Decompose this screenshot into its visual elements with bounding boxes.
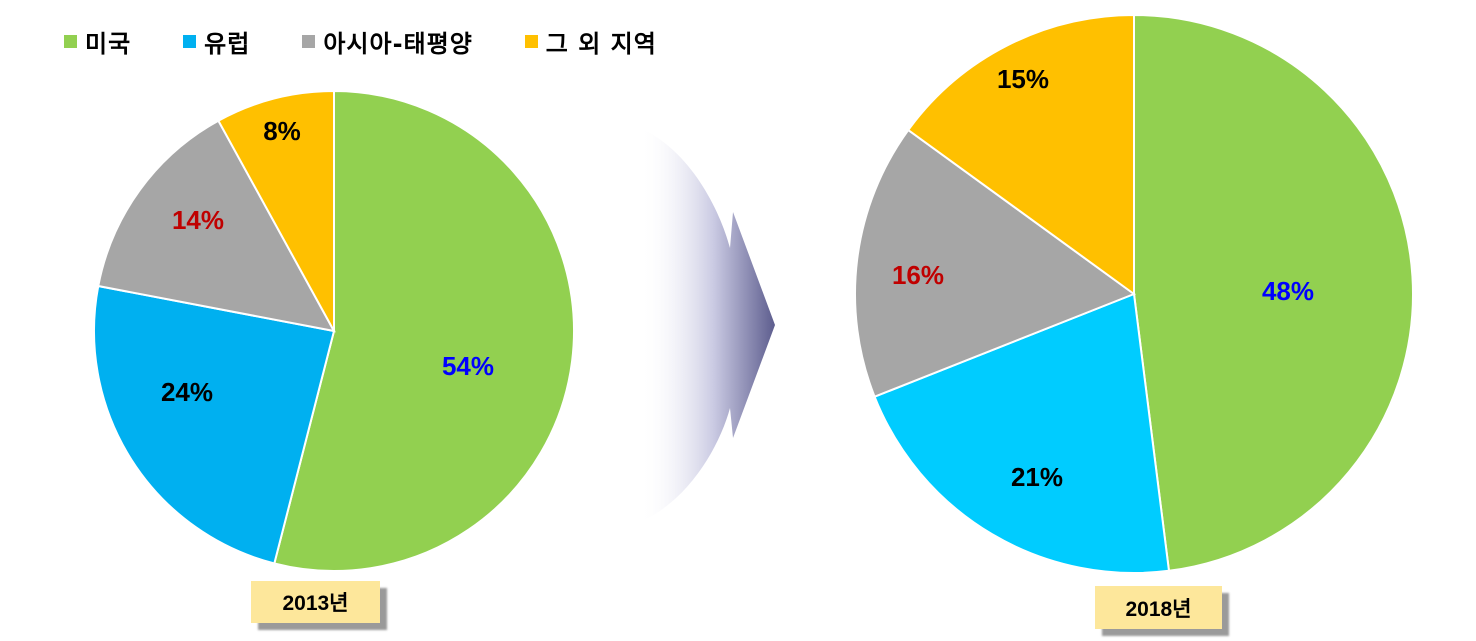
pie-slice-3 xyxy=(217,89,335,332)
legend: 미국 유럽 아시아-태평양 그 외 지역 xyxy=(64,24,657,59)
pie-data-label: 21% xyxy=(1011,462,1063,492)
legend-item-other: 그 외 지역 xyxy=(524,24,657,59)
pie-chart-2013: 54% 24% 14% 8% xyxy=(93,89,575,572)
pie-data-label: 48% xyxy=(1262,276,1314,306)
legend-swatch-usa xyxy=(64,35,77,48)
legend-label: 유럽 xyxy=(204,30,251,58)
pie-slice-1 xyxy=(873,292,1171,574)
legend-swatch-asia-pacific xyxy=(302,35,316,48)
pie-slice-0 xyxy=(1133,13,1414,572)
pie-data-label: 24% xyxy=(161,377,213,407)
year-label-2013: 2013년 xyxy=(251,581,380,623)
pie-slice-1 xyxy=(93,284,336,565)
pie-data-label: 54% xyxy=(442,351,494,381)
pie-data-label: 14% xyxy=(172,205,224,235)
pie-slice-2 xyxy=(97,119,336,333)
pie-data-label: 15% xyxy=(997,64,1049,94)
legend-label: 그 외 지역 xyxy=(545,30,657,58)
pie-slice-3 xyxy=(906,13,1135,296)
pie-data-label: 16% xyxy=(892,260,944,290)
legend-swatch-europe xyxy=(183,35,197,48)
legend-swatch-other xyxy=(524,35,538,48)
legend-item-asia-pacific: 아시아-태평양 xyxy=(302,24,472,59)
pie-slice-2 xyxy=(854,128,1137,399)
pie-data-label: 8% xyxy=(263,116,301,146)
right-arrow-icon xyxy=(640,128,775,522)
legend-item-europe: 유럽 xyxy=(183,24,250,59)
pie-slice-0 xyxy=(273,89,575,572)
legend-label: 아시아-태평양 xyxy=(323,30,473,58)
year-label-2018: 2018년 xyxy=(1095,586,1222,629)
legend-label: 미국 xyxy=(85,30,132,58)
pie-chart-2018: 48% 21% 16% 15% xyxy=(854,13,1414,574)
legend-item-usa: 미국 xyxy=(64,24,131,59)
